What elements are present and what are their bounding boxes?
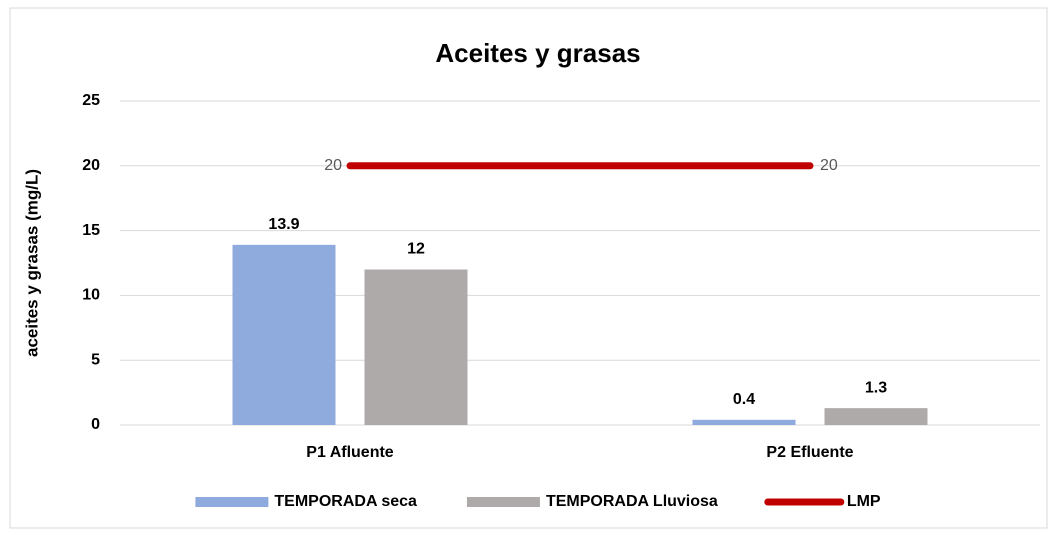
legend-label: LMP: [847, 493, 881, 510]
bar: [232, 244, 336, 425]
y-tick-label: 25: [82, 92, 100, 109]
legend-label: TEMPORADA Lluviosa: [546, 493, 718, 510]
data-label: 12: [407, 241, 425, 258]
bar: [824, 408, 928, 425]
y-axis-title: aceites y grasas (mg/L): [22, 169, 41, 357]
legend-label: TEMPORADA seca: [274, 493, 417, 510]
y-tick-label: 5: [91, 351, 100, 368]
legend-swatch: [466, 497, 540, 507]
data-label: 13.9: [268, 216, 299, 233]
bar: [364, 269, 468, 425]
y-tick-label: 20: [82, 157, 100, 174]
x-tick-label: P2 Efluente: [766, 444, 853, 461]
bar: [692, 419, 796, 425]
chart-border: [9, 7, 1048, 529]
data-label: 20: [324, 157, 342, 174]
y-tick-label: 10: [82, 287, 100, 304]
y-tick-label: 0: [91, 416, 100, 433]
y-tick-label: 15: [82, 222, 100, 239]
data-label: 0.4: [733, 391, 755, 408]
data-label: 1.3: [865, 379, 887, 396]
data-label: 20: [820, 157, 838, 174]
legend-swatch: [195, 497, 269, 507]
x-tick-label: P1 Afluente: [306, 444, 394, 461]
chart-title: Aceites y grasas: [435, 38, 640, 68]
